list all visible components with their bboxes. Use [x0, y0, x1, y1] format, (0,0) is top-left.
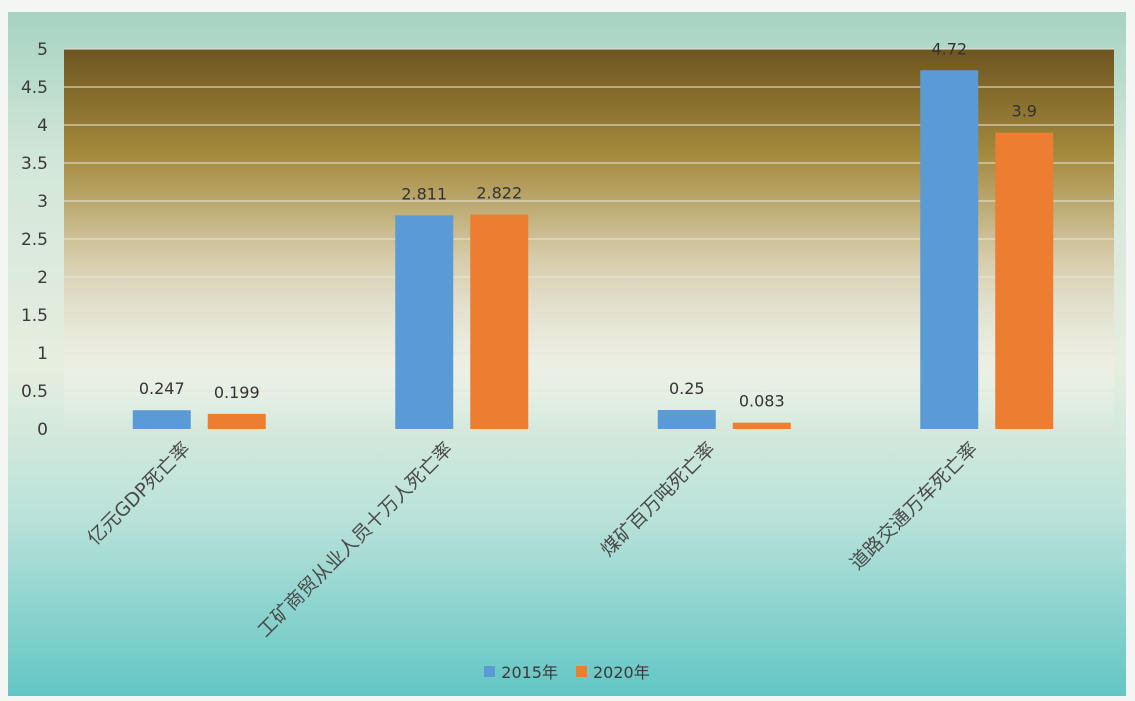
y-tick-label: 4.5: [21, 78, 48, 98]
y-axis-ticks: 0 0.5 1 1.5 2 2.5 3 3.5 4 4.5 5: [21, 40, 48, 440]
bar-2020[interactable]: [470, 214, 529, 429]
category-label: 道路交通万车死亡率: [846, 438, 982, 574]
data-labels: 0.247 2.811 0.25 4.72 0.199 2.822 0.083 3.9: [139, 39, 1037, 410]
y-tick-label: 2.5: [21, 230, 48, 250]
legend-label-2015: 2015年: [501, 663, 558, 682]
chart-frame: 0 0.5 1 1.5 2 2.5 3 3.5 4 4.5 5 0.247 2.811 0.25 4.72…: [8, 12, 1126, 696]
legend-item-2015[interactable]: 2015年: [484, 659, 558, 683]
bar-2015[interactable]: [920, 70, 979, 429]
bar-chart: 0 0.5 1 1.5 2 2.5 3 3.5 4 4.5 5 0.247 2.811 0.25 4.72…: [21, 39, 1114, 642]
legend-label-2020: 2020年: [593, 663, 650, 682]
y-tick-label: 3: [37, 192, 48, 212]
x-axis-categories: 亿元GDP死亡率 工矿商贸从业人员十万人死亡率 煤矿百万吨死亡率 道路交通万车死亡率: [83, 438, 982, 642]
legend-swatch-2015: [484, 665, 496, 677]
data-label: 0.25: [669, 379, 705, 398]
bar-2015[interactable]: [132, 410, 191, 429]
bar-2015[interactable]: [657, 410, 716, 429]
category-label: 煤矿百万吨死亡率: [597, 438, 720, 561]
data-label: 2.811: [401, 184, 447, 203]
y-tick-label: 5: [37, 40, 48, 60]
legend-item-2020[interactable]: 2020年: [576, 659, 650, 683]
y-tick-label: 3.5: [21, 154, 48, 174]
category-label: 工矿商贸从业人员十万人死亡率: [254, 438, 458, 642]
bar-2020[interactable]: [732, 422, 791, 429]
data-label: 0.199: [214, 383, 260, 402]
bar-2020[interactable]: [995, 132, 1054, 429]
legend: 2015年 2020年: [8, 659, 1126, 683]
y-tick-label: 4: [37, 116, 48, 136]
y-tick-label: 1: [37, 344, 48, 364]
data-label: 3.9: [1012, 102, 1037, 121]
data-label: 2.822: [476, 184, 522, 203]
data-label: 0.247: [139, 379, 185, 398]
data-label: 0.083: [739, 392, 785, 411]
bars: [132, 70, 1054, 429]
y-tick-label: 0: [37, 420, 48, 440]
y-tick-label: 1.5: [21, 306, 48, 326]
bar-2015[interactable]: [395, 215, 454, 429]
data-label: 4.72: [931, 39, 967, 58]
bar-2020[interactable]: [207, 413, 266, 429]
y-tick-label: 0.5: [21, 382, 48, 402]
category-label: 亿元GDP死亡率: [83, 438, 195, 550]
legend-swatch-2020: [576, 665, 587, 677]
y-tick-label: 2: [37, 268, 48, 288]
